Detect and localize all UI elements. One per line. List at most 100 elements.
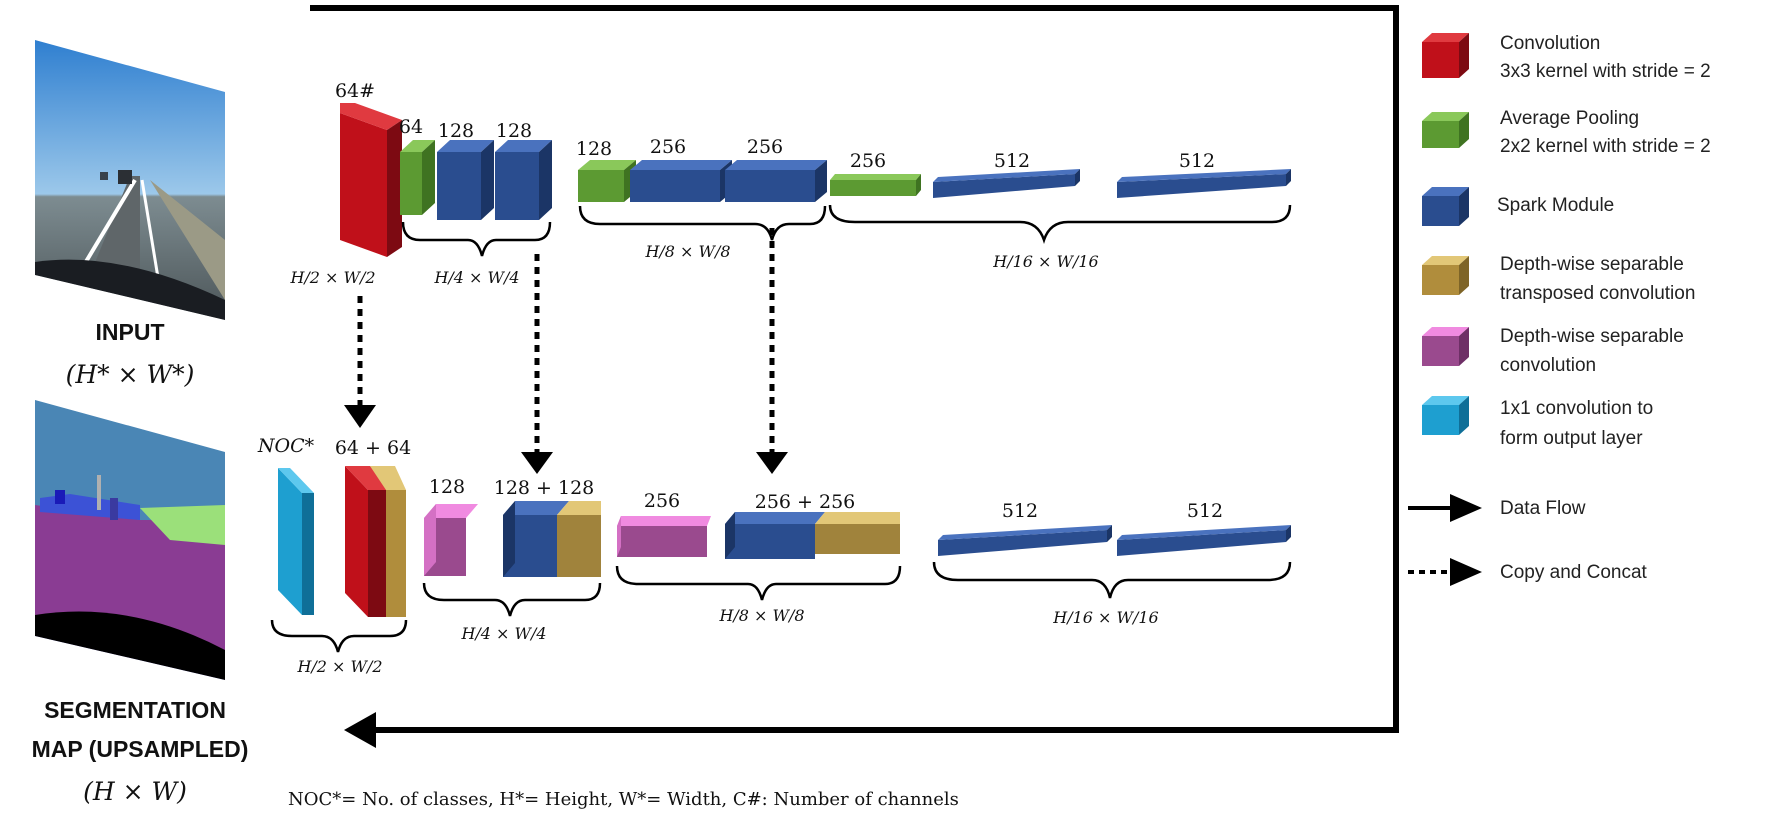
enc-label-6: 256 [747, 136, 783, 158]
dec-label-4: 256 [644, 490, 680, 512]
dec-dwconv-256-block [617, 516, 711, 557]
solid-arrow-icon [1450, 494, 1482, 522]
dec-label-5: 256 + 256 [755, 491, 856, 513]
legend-copy-concat: Copy and Concat [1408, 558, 1648, 586]
legend-dwconv-line1: Depth-wise separable [1500, 326, 1684, 347]
dec-spark-128-block [503, 501, 569, 577]
legend-convolution-line2: 3x3 kernel with stride = 2 [1500, 61, 1711, 82]
dec-transconv-64-block [370, 466, 406, 617]
braces [270, 204, 1292, 653]
dec-brace-h2 [270, 619, 408, 653]
dec-dwconv-128-block [424, 504, 478, 576]
dec-dim-0: H/2 × W/2 [296, 657, 382, 676]
enc-label-3: 128 [496, 120, 532, 142]
enc-dim-0: H/2 × W/2 [289, 268, 375, 287]
enc-pool-256-block [830, 174, 921, 196]
enc-label-2: 128 [438, 120, 474, 142]
legend-convolution: Convolution 3x3 kernel with stride = 2 [1422, 33, 1711, 82]
legend-spark-line1: Spark Module [1497, 195, 1614, 216]
enc-label-8: 512 [994, 150, 1030, 172]
legend-swatch-output [1422, 405, 1459, 435]
legend-swatch-spark [1422, 196, 1459, 226]
legend-dwconv: Depth-wise separable convolution [1422, 326, 1684, 376]
legend-convolution-line1: Convolution [1500, 33, 1600, 54]
enc-spark-512a-block [933, 169, 1080, 198]
enc-label-4: 128 [576, 138, 612, 160]
legend-data-flow-label: Data Flow [1500, 498, 1586, 519]
enc-label-0: 64# [335, 80, 375, 102]
dec-dim-1: H/4 × W/4 [460, 624, 546, 643]
enc-dim-3: H/16 × W/16 [992, 252, 1098, 271]
enc-pool-128-block [578, 160, 636, 202]
legend-swatch-dwconv [1422, 336, 1459, 366]
dec-label-7: 512 [1187, 500, 1223, 522]
input-image [35, 40, 225, 320]
enc-spark-128b-block [495, 140, 552, 220]
legend-spark-module: Spark Module [1422, 187, 1614, 226]
dec-brace-h8 [615, 565, 902, 601]
enc-spark-256a-block [630, 160, 732, 202]
segmentation-map [35, 400, 225, 680]
decoder-labels: NOC* 64 + 64 128 128 + 128 256 256 + 256… [257, 435, 1223, 676]
dec-transconv-128-block [557, 501, 601, 577]
input-dims: (H* × W*) [66, 360, 195, 389]
encoder-labels: 64# 64 128 128 128 256 256 256 512 512 H… [289, 80, 1215, 287]
enc-pool-64-block [400, 140, 435, 215]
enc-spark-256b-block [725, 160, 827, 202]
legend-swatch-transposed [1422, 265, 1459, 295]
enc-dim-1: H/4 × W/4 [433, 268, 519, 287]
enc-brace-h4 [401, 221, 552, 257]
dotted-arrow-icon [1450, 558, 1482, 586]
enc-dim-2: H/8 × W/8 [644, 242, 730, 261]
legend-pooling-line2: 2x2 kernel with stride = 2 [1500, 136, 1711, 157]
legend-pooling-line1: Average Pooling [1500, 108, 1639, 129]
dec-brace-h4 [422, 582, 602, 617]
enc-spark-512b-block [1117, 169, 1291, 198]
legend-copy-concat-label: Copy and Concat [1500, 562, 1648, 583]
output-dims: (H × W) [83, 777, 187, 806]
output-title-line2: MAP (UPSAMPLED) [32, 736, 249, 762]
encoder [340, 103, 1291, 257]
dec-label-2: 128 [429, 476, 465, 498]
legend-dwconv-line2: convolution [1500, 355, 1596, 376]
legend-output-line2: form output layer [1500, 428, 1643, 449]
enc-label-1: 64 [399, 116, 423, 138]
legend-average-pooling: Average Pooling 2x2 kernel with stride =… [1422, 108, 1711, 157]
input-title: INPUT [96, 319, 165, 345]
enc-label-5: 256 [650, 136, 686, 158]
enc-brace-h16 [828, 204, 1292, 244]
dec-spark-512b-block [1117, 525, 1291, 556]
legend-transposed-line1: Depth-wise separable [1500, 254, 1684, 275]
enc-brace-h8 [578, 205, 827, 241]
dec-dim-2: H/8 × W/8 [718, 606, 804, 625]
skip-connections [344, 228, 788, 474]
dec-transconv-256-block [815, 512, 900, 554]
data-flow-frame [310, 5, 1399, 748]
dec-label-6: 512 [1002, 500, 1038, 522]
output-title-line1: SEGMENTATION [44, 697, 226, 723]
dec-label-1: 64 + 64 [335, 437, 411, 459]
enc-label-9: 512 [1179, 150, 1215, 172]
legend-transposed-line2: transposed convolution [1500, 283, 1695, 304]
dec-brace-h16 [932, 561, 1292, 599]
decoder [278, 466, 1291, 617]
dec-conv-64-block [345, 466, 393, 617]
legend-swatch-convolution [1422, 42, 1459, 78]
legend-output-line1: 1x1 convolution to [1500, 398, 1653, 419]
dec-spark-512a-block [938, 525, 1112, 556]
legend: Convolution 3x3 kernel with stride = 2 A… [1408, 33, 1711, 586]
legend-data-flow: Data Flow [1408, 494, 1586, 522]
footnote: NOC*= No. of classes, H*= Height, W*= Wi… [288, 789, 959, 810]
dec-output-noc-block [278, 468, 314, 615]
enc-spark-128a-block [437, 140, 494, 220]
dec-dim-3: H/16 × W/16 [1052, 608, 1158, 627]
dec-label-3: 128 + 128 [494, 477, 595, 499]
legend-swatch-pooling [1422, 121, 1459, 148]
dec-spark-256-block [725, 512, 825, 559]
enc-label-7: 256 [850, 150, 886, 172]
legend-output-conv: 1x1 convolution to form output layer [1422, 396, 1653, 449]
enc-conv-64-block [340, 103, 402, 257]
dec-label-0: NOC* [257, 435, 315, 457]
